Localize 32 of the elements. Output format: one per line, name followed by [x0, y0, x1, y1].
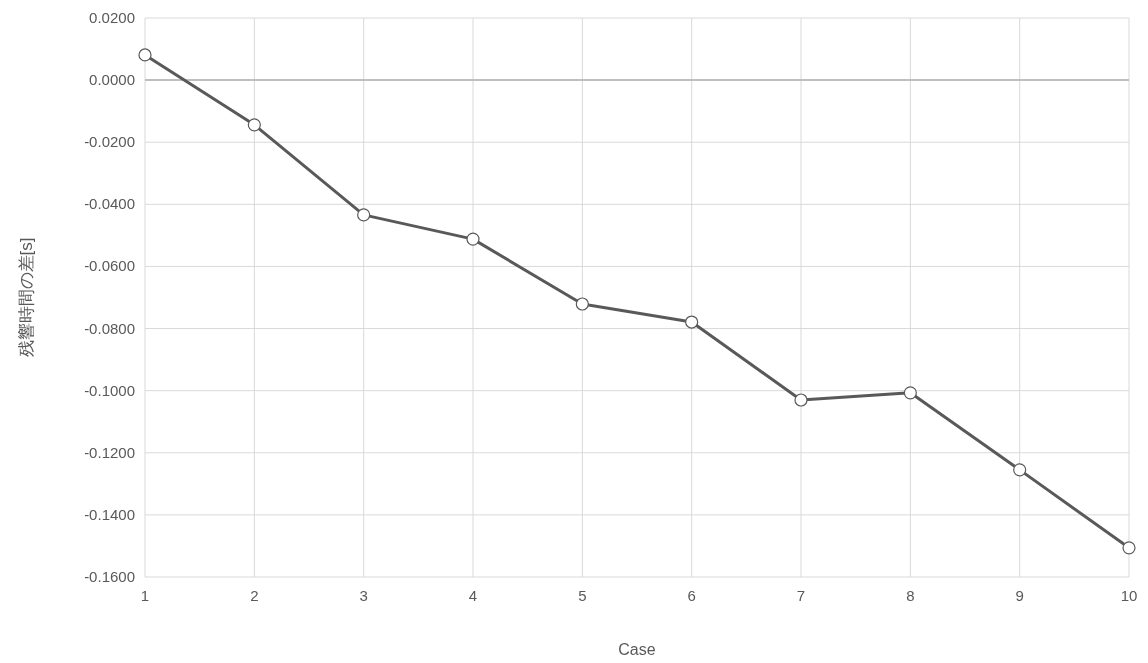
x-tick-label: 1: [140, 587, 150, 604]
x-tick-label: 5: [578, 587, 587, 604]
point: [685, 315, 699, 329]
point: [794, 393, 808, 407]
x-tick-label: 9: [1015, 587, 1024, 604]
x-tick-label: 8: [906, 587, 915, 604]
point: [247, 118, 261, 132]
x-tick-label: 4: [468, 587, 478, 604]
point: [1013, 463, 1027, 477]
point: [903, 386, 917, 400]
point: [466, 232, 480, 246]
y-tick-label: -0.0200: [84, 133, 135, 151]
y-tick-label: 0.0200: [89, 9, 135, 26]
y-tick-label: -0.0800: [84, 319, 135, 337]
point: [575, 297, 589, 311]
point: [357, 208, 371, 222]
x-axis-title: Case: [618, 641, 656, 658]
y-axis-title: 残響時間の差[s]: [17, 237, 36, 358]
x-tick-label: 3: [359, 587, 368, 604]
y-tick-label: -0.0400: [84, 195, 135, 213]
x-tick-label: 7: [796, 587, 806, 604]
y-tick-label: -0.1400: [84, 505, 135, 523]
y-tick-label: -0.1600: [84, 568, 135, 585]
x-tick-label: 2: [250, 587, 259, 604]
y-tick-label: -0.1000: [84, 381, 135, 399]
x-tick-label: 10: [1120, 587, 1138, 604]
y-tick-label: 0.0000: [89, 71, 135, 89]
y-tick-label: -0.0600: [84, 257, 135, 275]
point: [138, 48, 152, 62]
y-tick-label: -0.1200: [84, 443, 135, 461]
point: [1122, 541, 1136, 555]
x-tick-label: 6: [687, 587, 696, 604]
